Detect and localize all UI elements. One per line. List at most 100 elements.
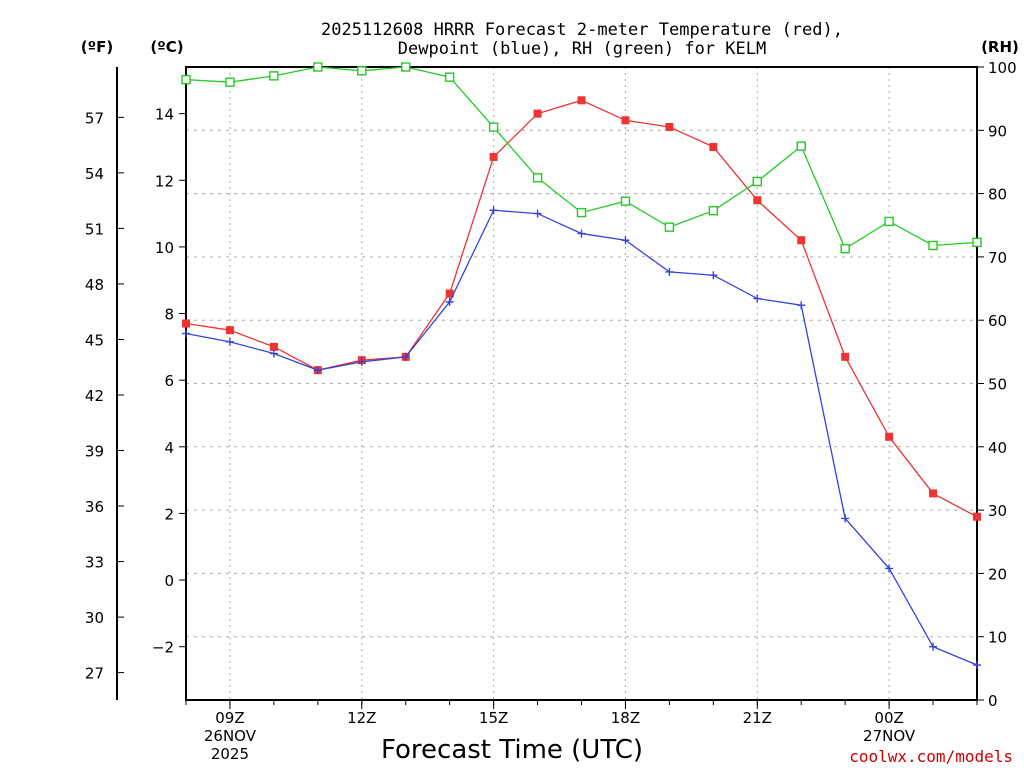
series-rh xyxy=(181,62,982,254)
fahrenheit-tick-label: 42 xyxy=(85,387,104,405)
data-point-marker xyxy=(885,564,894,573)
data-point-marker xyxy=(753,294,762,303)
fahrenheit-tick-label: 33 xyxy=(85,554,104,572)
data-point-marker xyxy=(533,109,542,118)
rh-tick-label: 40 xyxy=(988,439,1007,457)
rh-tick-label: 20 xyxy=(988,565,1007,583)
data-point-marker xyxy=(269,349,278,358)
series-line xyxy=(185,66,978,250)
data-point-marker xyxy=(973,512,981,521)
data-point-marker xyxy=(269,342,278,351)
fahrenheit-tick-label: 36 xyxy=(85,498,104,516)
data-point-marker xyxy=(620,196,631,206)
x-tick-label: 12Z xyxy=(347,709,376,727)
data-point-marker xyxy=(489,206,498,215)
data-point-marker xyxy=(665,122,674,131)
data-point-marker xyxy=(708,205,719,216)
x-tick-label: 26NOV xyxy=(204,727,257,745)
fahrenheit-tick-label: 48 xyxy=(85,276,104,294)
rh-tick-label: 30 xyxy=(988,502,1007,520)
data-point-marker xyxy=(225,337,234,346)
data-point-marker xyxy=(269,71,279,81)
chart-title-line-1: 2025112608 HRRR Forecast 2-meter Tempera… xyxy=(321,20,843,40)
series-line xyxy=(185,99,978,518)
gridlines xyxy=(186,67,977,700)
data-point-marker xyxy=(488,122,499,132)
data-point-marker xyxy=(753,196,762,205)
fahrenheit-tick-label: 45 xyxy=(85,331,104,349)
data-point-marker xyxy=(972,237,982,248)
data-point-marker xyxy=(225,326,234,335)
x-tick-label: 2025 xyxy=(211,745,249,763)
celsius-tick-label: 2 xyxy=(164,505,174,523)
series-dewpoint xyxy=(182,206,981,670)
celsius-tick-label: 12 xyxy=(155,172,174,190)
data-point-marker xyxy=(313,62,323,72)
rh-tick-label: 0 xyxy=(988,692,998,710)
celsius-tick-label: 0 xyxy=(164,572,174,590)
rh-tick-label: 10 xyxy=(988,629,1007,647)
data-point-marker xyxy=(357,66,367,76)
data-point-marker xyxy=(313,366,322,375)
data-point-marker xyxy=(444,72,455,82)
series-line xyxy=(185,209,978,666)
celsius-tick-label: 4 xyxy=(164,439,174,457)
fahrenheit-tick-label: 39 xyxy=(85,443,104,461)
data-point-marker xyxy=(929,489,938,498)
rh-tick-label: 90 xyxy=(988,122,1007,140)
data-point-marker xyxy=(621,116,630,125)
celsius-tick-label: 8 xyxy=(164,306,174,324)
data-point-marker xyxy=(357,357,366,366)
x-tick-label: 09Z xyxy=(215,709,244,727)
fahrenheit-tick-label: 54 xyxy=(85,165,104,183)
data-point-marker xyxy=(576,207,587,218)
x-tick-label: 27NOV xyxy=(863,727,916,745)
celsius-tick-label: −2 xyxy=(152,639,174,657)
celsius-tick-label: 10 xyxy=(155,239,174,257)
series-2-meter-temperature xyxy=(182,96,981,521)
x-tick-label: 15Z xyxy=(479,709,508,727)
data-point-marker xyxy=(709,142,718,151)
data-point-marker xyxy=(401,352,410,361)
data-point-marker xyxy=(182,319,190,328)
data-point-marker xyxy=(797,236,806,245)
celsius-tick-label: 6 xyxy=(164,372,174,390)
x-tick-label: 18Z xyxy=(611,709,640,727)
data-point-marker xyxy=(445,297,454,306)
data-point-marker xyxy=(665,267,674,276)
rh-tick-label: 100 xyxy=(988,59,1017,77)
data-point-marker xyxy=(841,352,850,361)
data-point-marker xyxy=(796,141,806,151)
data-point-marker xyxy=(621,236,630,245)
x-tick-label: 21Z xyxy=(743,709,772,727)
data-series xyxy=(181,62,982,670)
data-point-marker xyxy=(928,240,938,251)
fahrenheit-tick-label: 27 xyxy=(85,665,104,683)
data-point-marker xyxy=(401,62,411,72)
rh-tick-label: 50 xyxy=(988,376,1007,394)
credit-text: coolwx.com/models xyxy=(849,747,1013,766)
data-point-marker xyxy=(797,301,806,310)
data-point-marker xyxy=(445,289,454,298)
rh-tick-label: 60 xyxy=(988,312,1007,330)
fahrenheit-tick-label: 30 xyxy=(85,609,104,627)
data-point-marker xyxy=(709,271,718,280)
data-point-marker xyxy=(664,222,675,232)
fahrenheit-unit-label: (ºF) xyxy=(81,38,113,56)
data-point-marker xyxy=(225,77,235,87)
rh-tick-label: 70 xyxy=(988,249,1007,267)
data-point-marker xyxy=(884,216,894,227)
axes: 27 30 33 36 39 42 45 48 51 54 57 −2 0 2 4 6 8 10 12 14 0 10 20… xyxy=(85,59,1017,763)
data-point-marker xyxy=(181,74,191,85)
data-point-marker xyxy=(489,152,498,161)
data-point-marker xyxy=(577,229,586,238)
x-axis-label: Forecast Time (UTC) xyxy=(381,735,643,765)
data-point-marker xyxy=(752,176,762,187)
rh-tick-label: 80 xyxy=(988,186,1007,204)
data-point-marker xyxy=(840,243,850,254)
data-point-marker xyxy=(841,514,850,523)
data-point-marker xyxy=(577,96,586,105)
chart-title-line-2: Dewpoint (blue), RH (green) for KELM xyxy=(398,39,766,59)
celsius-unit-label: (ºC) xyxy=(150,38,183,56)
